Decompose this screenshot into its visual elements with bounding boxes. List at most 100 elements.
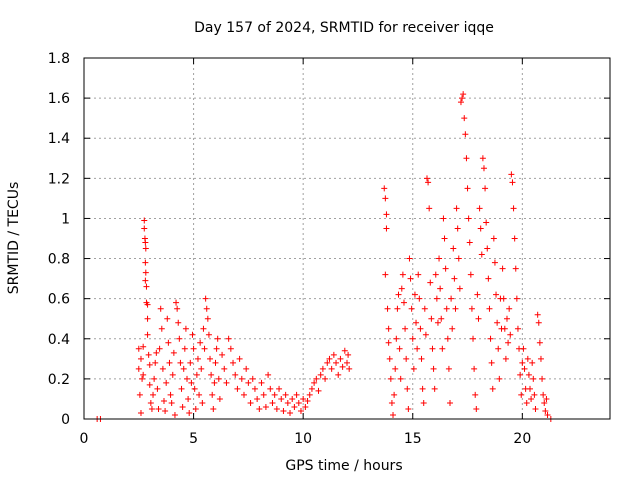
data-point [521,365,528,372]
data-point [145,351,152,358]
data-point [465,215,472,222]
data-point [540,391,547,398]
data-point [453,205,460,212]
data-point [291,403,298,410]
data-point [406,255,413,262]
data-point [238,375,245,382]
data-point [236,355,243,362]
data-point [410,365,417,372]
data-point [204,315,211,322]
y-tick-label: 0.8 [48,252,70,268]
data-point [164,315,171,322]
data-point [503,315,510,322]
y-tick-label: 1.4 [48,131,70,147]
data-point [449,325,456,332]
data-point [534,311,541,318]
data-point [456,285,463,292]
data-point [254,395,261,402]
y-tick-label: 1.2 [48,171,70,187]
data-point [450,245,457,252]
data-point [160,397,167,404]
data-point [444,335,451,342]
data-point [457,99,464,106]
data-point [225,335,232,342]
data-point [200,325,207,332]
data-point [517,371,524,378]
data-point [209,391,216,398]
data-point [427,279,434,286]
data-point [251,385,258,392]
y-tick-label: 0.4 [48,332,70,348]
data-point [213,345,220,352]
data-point [170,349,177,356]
data-point [513,295,520,302]
data-point [159,365,166,372]
data-point [382,195,389,202]
data-point [473,405,480,412]
data-point [322,375,329,382]
data-point [156,345,163,352]
data-point [523,399,530,406]
data-point [460,91,467,98]
data-point [260,391,267,398]
data-point [284,399,291,406]
data-point [529,359,536,366]
grid-layer [84,58,610,419]
data-point [182,325,189,332]
data-point [278,395,285,402]
data-point [333,359,340,366]
data-point [203,305,210,312]
data-point [163,379,170,386]
data-point [139,375,146,382]
data-point [193,371,200,378]
data-point [445,365,452,372]
data-point [541,399,548,406]
data-point [420,399,427,406]
data-point [443,305,450,312]
data-point [413,319,420,326]
data-point [313,375,320,382]
data-point [439,345,446,352]
data-point [317,371,324,378]
data-point [430,365,437,372]
data-point [315,387,322,394]
data-point [400,299,407,306]
data-point [269,399,276,406]
chart-title: Day 157 of 2024, SRMTID for receiver iqq… [194,20,494,36]
data-point [154,385,161,392]
data-point [524,355,531,362]
ticks-layer: 0 0.2 0.4 0.6 0.8 1 1.2 1.4 1.6 1.8 0 5 10 15 20 [48,51,610,447]
data-point [531,391,538,398]
data-point [344,359,350,366]
data-point [345,351,352,358]
data-point [146,381,153,388]
data-point [442,265,449,272]
data-point [155,405,162,412]
data-point [142,277,149,284]
data-point [486,305,493,312]
data-point [135,365,142,372]
data-point [234,385,241,392]
data-point [144,315,151,322]
data-point [169,371,176,378]
data-point [245,379,252,386]
data-point [462,131,469,138]
data-point [175,319,182,326]
data-point [178,385,185,392]
data-point [436,255,443,262]
data-point [437,285,444,292]
data-point [341,347,348,354]
data-point [194,355,201,362]
data-point [306,391,313,398]
data-point [467,271,474,278]
data-point [431,385,438,392]
data-point [418,355,425,362]
data-point [484,245,491,252]
data-point [471,365,478,372]
data-point [391,391,398,398]
data-point [500,295,507,302]
data-point [171,411,178,418]
data-point [144,301,151,308]
data-point [335,371,342,378]
x-tick-label: 15 [404,431,422,447]
